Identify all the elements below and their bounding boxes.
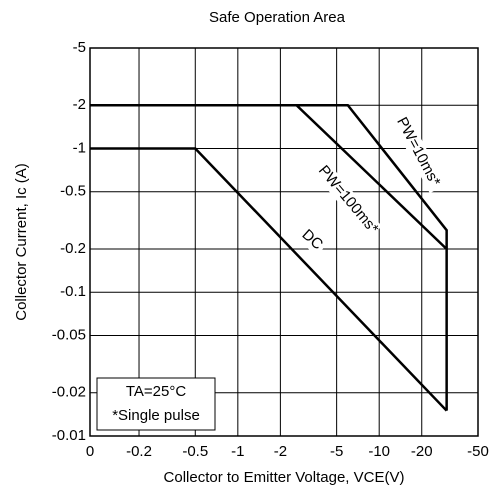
- series-label-bg: [295, 223, 329, 257]
- soa-line: [90, 147, 448, 412]
- annotation-box: [96, 377, 216, 431]
- annotation: TA=25°C: [126, 383, 186, 400]
- annotation: *Single pulse: [112, 407, 200, 424]
- x-tick-label: -10: [368, 443, 390, 460]
- series-label: PW=10ms*: [393, 114, 444, 189]
- x-tick-label: -20: [411, 443, 433, 460]
- y-tick-label: -0.01: [52, 427, 86, 444]
- series-label: PW=100ms*: [315, 162, 382, 237]
- y-tick-label: -0.05: [52, 326, 86, 343]
- x-axis-label: Collector to Emitter Voltage, VCE(V): [164, 469, 405, 486]
- x-tick-label: -0.2: [126, 443, 152, 460]
- series-label-bg: [314, 162, 382, 238]
- y-tick-label: -0.2: [60, 240, 86, 257]
- y-tick-label: -0.02: [52, 384, 86, 401]
- x-tick-label: -1: [231, 443, 244, 460]
- x-tick-label: -50: [467, 443, 489, 460]
- soa-line: [90, 103, 448, 411]
- y-tick-label: -0.1: [60, 283, 86, 300]
- y-tick-label: -5: [73, 39, 86, 56]
- x-tick-label: -0.5: [182, 443, 208, 460]
- x-tick-label: -5: [330, 443, 343, 460]
- x-origin-label: 0: [86, 443, 94, 460]
- x-tick-label: -2: [274, 443, 287, 460]
- y-tick-label: -0.5: [60, 183, 86, 200]
- y-tick-label: -2: [73, 96, 86, 113]
- series-label-bg: [390, 110, 446, 194]
- y-tick-label: -1: [73, 139, 86, 156]
- chart-title: Safe Operation Area: [209, 9, 346, 26]
- soa-line: [90, 103, 448, 250]
- y-axis-label: Collector Current, Ic (A): [13, 163, 30, 321]
